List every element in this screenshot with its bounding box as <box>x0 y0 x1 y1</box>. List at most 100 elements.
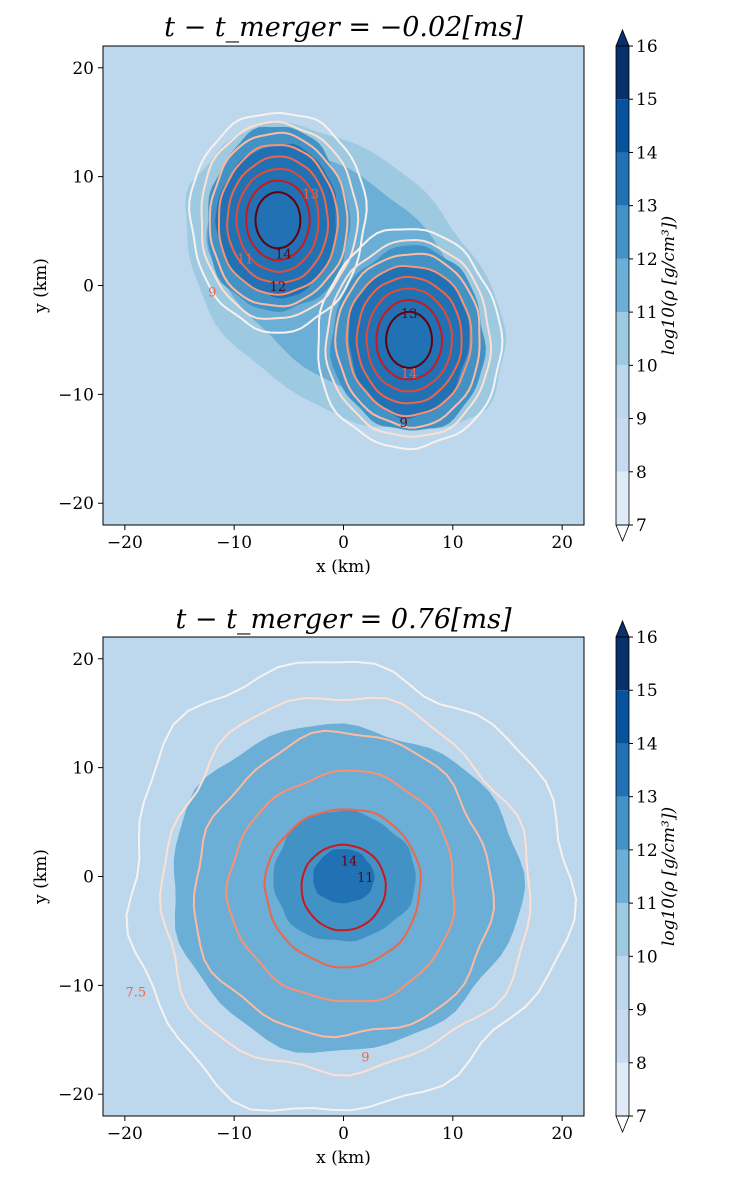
contour-line-14 <box>254 191 434 369</box>
contour-line-9 <box>208 131 481 429</box>
x-axis-label: x (km) <box>316 1148 371 1168</box>
colorbar-tick-label: 15 <box>636 681 658 701</box>
colorbar-segment <box>616 99 629 153</box>
colorbar: 7 8 9 10 11 12 13 14 15 16 log10(ρ [g/cm³]) <box>615 28 679 543</box>
chart-title: t − t_merger = 0.76[ms] <box>175 604 512 635</box>
contour-label: 9 <box>208 285 216 300</box>
colorbar-segment <box>616 1062 629 1116</box>
contour-line-7 <box>125 660 578 1112</box>
plot-area: 9 11 7.5 14 <box>103 637 584 1116</box>
colorbar-segment <box>616 46 629 100</box>
colorbar-frame <box>615 636 630 1117</box>
contour-label: 14 <box>275 247 292 262</box>
colorbar-segment <box>616 312 629 366</box>
contour-line-10 <box>217 144 473 418</box>
colorbar-tick-label: 15 <box>636 90 658 110</box>
y-tick-label: 0 <box>83 868 94 888</box>
colorbar-extend-max <box>615 28 630 47</box>
colorbar-extend-max <box>615 619 630 638</box>
colorbar-frame <box>615 45 630 526</box>
y-tick-label: −20 <box>58 1085 94 1105</box>
colorbar-tick-label: 7 <box>636 516 647 536</box>
plot-area: 13 14 11 12 9 13 14 9 <box>103 46 584 525</box>
x-tick-label: 0 <box>338 533 349 553</box>
colorbar-segment <box>616 471 629 525</box>
contour-line-7 <box>188 111 504 451</box>
contour-label: 14 <box>341 855 358 870</box>
contour-label: 7.5 <box>125 985 146 1000</box>
colorbar-segment <box>616 637 629 691</box>
contour-label: 14 <box>401 367 418 382</box>
x-tick-label: −10 <box>216 533 252 553</box>
y-tick-label: −20 <box>58 494 94 514</box>
colorbar-extend-min <box>615 524 630 543</box>
colorbar-segment <box>616 796 629 850</box>
colorbar-segment <box>616 418 629 472</box>
colorbar-label: log10(ρ [g/cm³]) <box>659 216 679 355</box>
x-tick-label: 10 <box>442 533 464 553</box>
colorbar-segment <box>616 903 629 957</box>
x-tick-label: 20 <box>551 533 573 553</box>
colorbar-segment <box>616 205 629 259</box>
colorbar-segment <box>616 690 629 744</box>
colorbar-tick-label: 9 <box>636 410 647 430</box>
colorbar-tick-label: 12 <box>636 250 658 270</box>
colorbar-segment <box>616 743 629 797</box>
colorbar-segment <box>616 258 629 313</box>
colorbar: 7 8 9 10 11 12 13 14 15 16 log10(ρ [g/cm³]) <box>615 619 679 1134</box>
y-tick-label: 20 <box>72 650 94 670</box>
colorbar-tick-label: 11 <box>636 894 658 914</box>
contour-line-10 <box>225 769 456 1003</box>
colorbar-tick-label: 13 <box>636 197 658 217</box>
colorbar-extend-min <box>615 1115 630 1134</box>
contour-label: 13 <box>401 307 418 322</box>
x-tick-label: 0 <box>338 1124 349 1144</box>
contour-line-8 <box>200 120 493 438</box>
x-tick-label: −20 <box>107 1124 143 1144</box>
y-tick-label: −10 <box>58 976 94 996</box>
chart-panel-1: t − t_merger = −0.02[ms] 13 14 11 12 9 13 14 9 −2… <box>31 12 679 577</box>
contour-label: 11 <box>237 253 254 268</box>
y-tick-label: 10 <box>72 759 94 779</box>
colorbar-tick-label: 13 <box>636 788 658 808</box>
x-tick-label: 20 <box>551 1124 573 1144</box>
colorbar-tick-label: 16 <box>636 628 658 648</box>
contour-line-13 <box>245 179 444 381</box>
colorbar-tick-label: 9 <box>636 1001 647 1021</box>
contour-label: 9 <box>361 1051 369 1066</box>
colorbar-segment <box>616 1009 629 1063</box>
colorbar-tick-label: 11 <box>636 303 658 323</box>
colorbar-segment <box>616 365 629 419</box>
contour-label: 11 <box>357 871 374 886</box>
contour-line-11 <box>226 155 463 405</box>
chart-panel-2: t − t_merger = 0.76[ms] 9 11 7.5 14 −20 −10 0 10… <box>31 604 679 1168</box>
chart-title: t − t_merger = −0.02[ms] <box>164 12 523 43</box>
y-axis-label: y (km) <box>31 258 51 314</box>
colorbar-segment <box>616 956 629 1010</box>
colorbar-tick-label: 12 <box>636 841 658 861</box>
y-tick-label: −10 <box>58 385 94 405</box>
colorbar-tick-label: 10 <box>636 947 658 967</box>
colorbar-tick-label: 14 <box>636 734 658 754</box>
contour-label: 12 <box>270 280 287 295</box>
x-tick-label: 10 <box>442 1124 464 1144</box>
y-tick-label: 20 <box>72 59 94 79</box>
y-tick-label: 10 <box>72 168 94 188</box>
contour-label: 9 <box>399 416 407 431</box>
x-tick-label: −10 <box>216 1124 252 1144</box>
y-axis-label: y (km) <box>31 849 51 905</box>
colorbar-segment <box>616 849 629 904</box>
contour-line-11 <box>263 808 422 969</box>
x-tick-label: −20 <box>107 533 143 553</box>
x-axis-label: x (km) <box>316 557 371 577</box>
colorbar-tick-label: 10 <box>636 356 658 376</box>
colorbar-tick-label: 16 <box>636 37 658 57</box>
contour-label: 13 <box>302 187 319 202</box>
y-tick-label: 0 <box>83 277 94 297</box>
density-level-13 <box>313 849 375 904</box>
colorbar-tick-label: 7 <box>636 1107 647 1127</box>
colorbar-tick-label: 8 <box>636 463 647 483</box>
contour-line-12 <box>235 167 453 393</box>
colorbar-label: log10(ρ [g/cm³]) <box>659 807 679 946</box>
